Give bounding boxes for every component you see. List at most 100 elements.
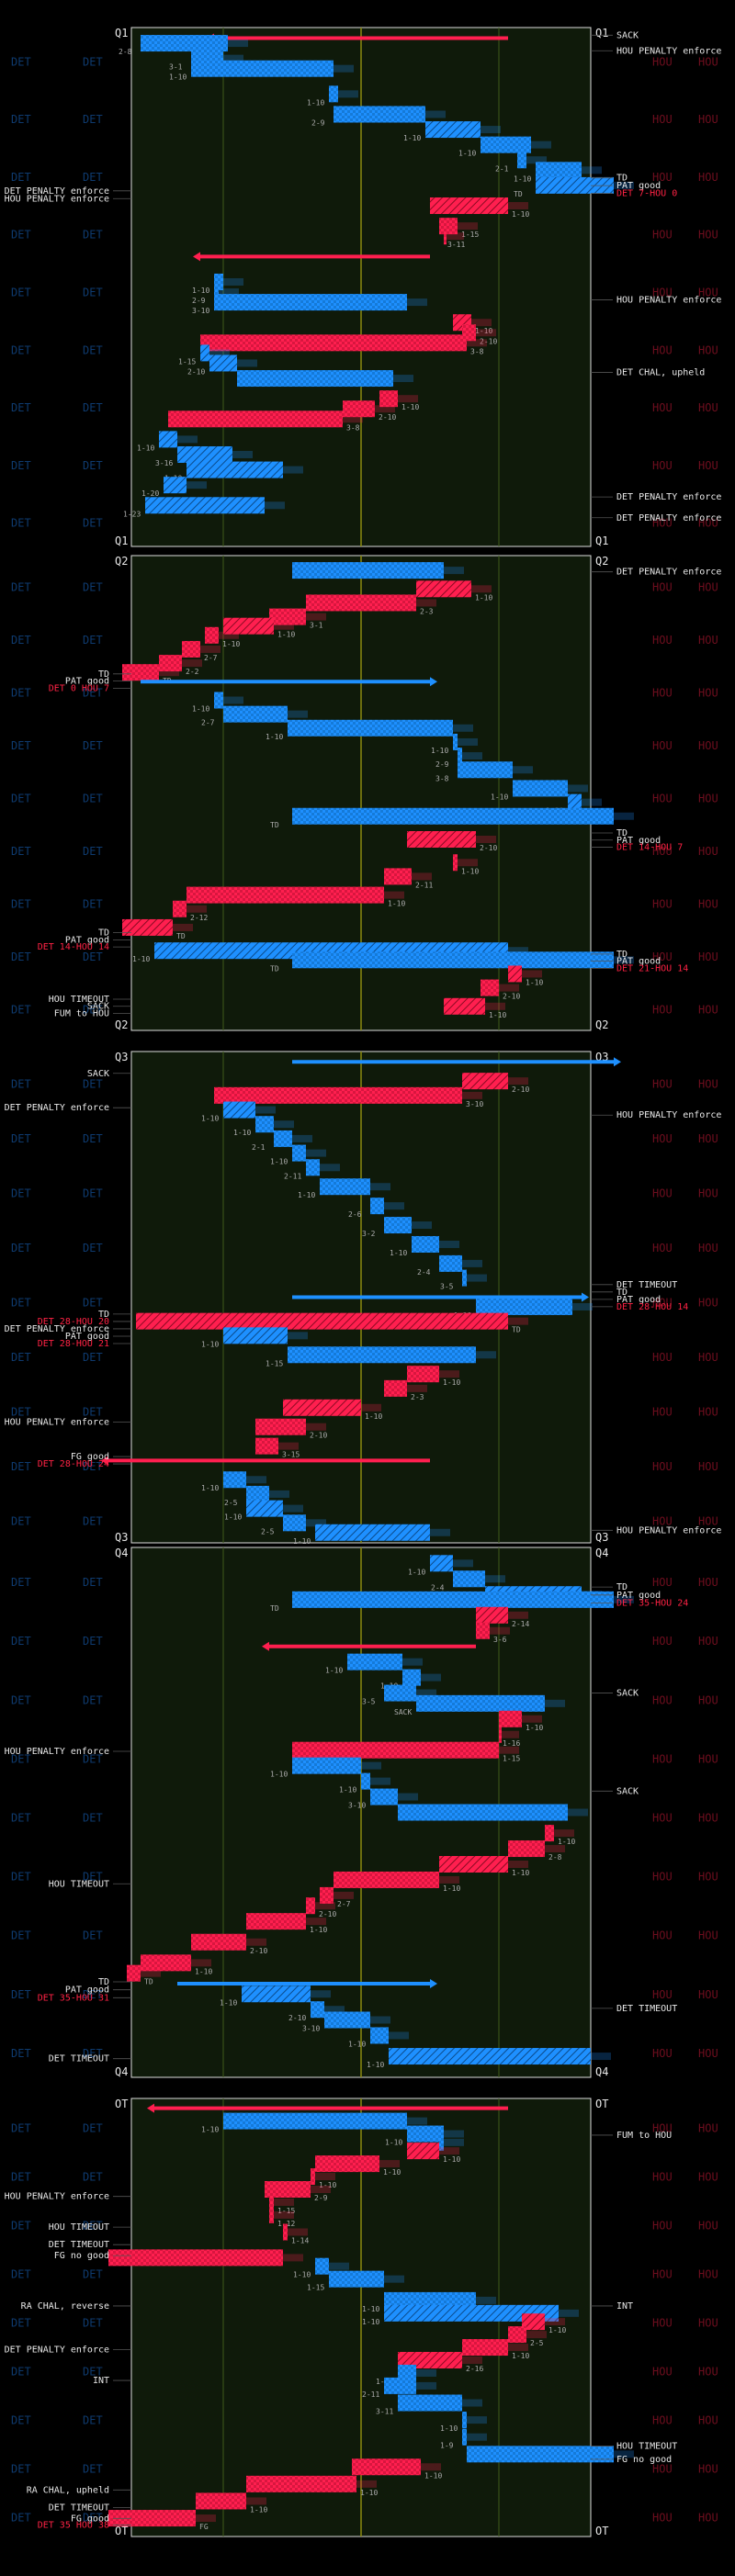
play-note: FG no good xyxy=(54,2251,109,2261)
down-distance-label: 2-11 xyxy=(284,1172,301,1180)
det-play-tail xyxy=(462,1259,482,1267)
hou-side-label: HOU xyxy=(652,634,673,647)
down-distance-label: 3-8 xyxy=(346,423,360,432)
play-note: HOU PENALTY enforce xyxy=(5,1418,109,1428)
det-side-label: DET xyxy=(11,1576,31,1589)
down-distance-label: 2-1 xyxy=(495,164,509,173)
play-note: DET CHAL, upheld xyxy=(616,368,705,378)
down-distance-label: 1-10 xyxy=(277,631,295,639)
down-distance-label: 1-23 xyxy=(123,510,141,518)
det-play-tail xyxy=(458,737,478,746)
det-play-bar xyxy=(223,1101,255,1119)
down-distance-label: 3-1 xyxy=(310,622,323,630)
hou-side-label: HOU xyxy=(698,1693,718,1706)
det-play-tail xyxy=(209,349,230,357)
play-note: DET PENALTY enforce xyxy=(5,1103,109,1113)
hou-side-label: HOU xyxy=(698,2268,718,2281)
quarter-label: OT xyxy=(595,2098,608,2110)
hou-side-label: HOU xyxy=(652,1929,673,1942)
det-play-tail xyxy=(416,2368,436,2377)
det-play-tail xyxy=(526,156,547,164)
down-distance-label: 1-10 xyxy=(348,2040,366,2048)
det-play-tail xyxy=(462,2399,482,2407)
down-distance-label: 2-10 xyxy=(319,1910,336,1918)
down-distance-label: TD xyxy=(270,1604,279,1613)
down-distance-label: 2-10 xyxy=(512,1086,529,1094)
down-distance-label: 1-10 xyxy=(192,287,209,295)
hou-play-tail xyxy=(283,2254,303,2262)
play-note: DET TIMEOUT xyxy=(49,2503,109,2513)
hou-side-label: HOU xyxy=(698,1405,718,1418)
down-distance-label: 2-10 xyxy=(310,1432,327,1440)
det-play-tail xyxy=(582,798,602,806)
play-note: DET 35-HOU 31 xyxy=(38,1993,109,2003)
det-side-label: DET xyxy=(83,1297,103,1310)
det-play-bar xyxy=(476,1298,572,1315)
det-play-tail xyxy=(614,2450,634,2458)
hou-side-label: HOU xyxy=(698,287,718,299)
det-play-tail xyxy=(361,1761,381,1770)
hou-side-label: HOU xyxy=(652,343,673,356)
hou-play-bar xyxy=(173,900,187,917)
det-play-bar xyxy=(361,1772,370,1790)
hou-side-label: HOU xyxy=(698,1297,718,1310)
det-play-tail xyxy=(274,1120,294,1129)
det-play-bar xyxy=(384,2291,476,2309)
hou-side-label: HOU xyxy=(698,2220,718,2233)
det-play-bar xyxy=(398,1804,568,1821)
det-arrow-head xyxy=(430,1978,437,1988)
hou-side-label: HOU xyxy=(698,1929,718,1942)
hou-play-bar xyxy=(508,2326,526,2344)
det-side-label: DET xyxy=(83,1405,103,1418)
hou-side-label: HOU xyxy=(698,2463,718,2476)
play-note: DET 0 HOU 7 xyxy=(49,683,109,693)
hou-play-bar xyxy=(508,965,522,983)
det-play-tail xyxy=(320,1164,340,1172)
hou-play-bar xyxy=(407,2143,439,2160)
det-play-tail xyxy=(177,435,198,444)
det-side-label: DET xyxy=(83,2047,103,2060)
down-distance-label: 1-10 xyxy=(512,210,529,219)
hou-play-bar xyxy=(499,1710,522,1727)
down-distance-label: 2-9 xyxy=(314,2194,328,2202)
play-note: TD xyxy=(98,928,109,939)
play-note: HOU PENALTY enforce xyxy=(5,194,109,204)
quarter-label: Q2 xyxy=(595,1018,608,1031)
det-play-bar xyxy=(430,1555,453,1572)
hou-play-tail xyxy=(554,1829,574,1838)
hou-side-label: HOU xyxy=(652,1635,673,1648)
hou-side-label: HOU xyxy=(652,1460,673,1473)
hou-play-bar xyxy=(182,640,200,658)
det-play-bar xyxy=(292,1757,361,1774)
det-side-label: DET xyxy=(11,1351,31,1364)
hou-play-bar xyxy=(315,2155,379,2173)
hou-play-bar xyxy=(522,2313,545,2331)
det-side-label: DET xyxy=(83,113,103,126)
play-note: DET 28-HOU 14 xyxy=(616,1302,688,1312)
det-side-label: DET xyxy=(83,2414,103,2427)
hou-side-label: HOU xyxy=(652,1003,673,1016)
hou-play-tail xyxy=(315,2173,335,2181)
hou-play-bar xyxy=(191,1933,246,1951)
det-side-label: DET xyxy=(11,1929,31,1942)
down-distance-label: 2-11 xyxy=(362,2390,379,2399)
hou-play-tail xyxy=(343,415,363,423)
det-play-bar xyxy=(288,719,453,737)
det-side-label: DET xyxy=(11,897,31,910)
play-note: TD xyxy=(616,1288,628,1298)
play-note: SACK xyxy=(616,30,639,40)
hou-play-bar xyxy=(292,1741,499,1759)
det-arrow-head xyxy=(430,677,437,687)
det-play-tail xyxy=(467,2433,487,2441)
det-side-label: DET xyxy=(11,2414,31,2427)
play-note: HOU PENALTY enforce xyxy=(616,295,721,305)
down-distance-label: 1-10 xyxy=(201,2126,219,2134)
down-distance-label: 1-15 xyxy=(503,1755,520,1763)
det-play-tail xyxy=(481,126,501,134)
hou-play-tail xyxy=(315,1902,335,1910)
hou-side-label: HOU xyxy=(652,459,673,472)
hou-side-label: HOU xyxy=(652,687,673,700)
play-note: SACK xyxy=(87,1002,109,1012)
down-distance-label: 1-10 xyxy=(489,1011,506,1019)
det-play-bar xyxy=(453,1570,485,1588)
